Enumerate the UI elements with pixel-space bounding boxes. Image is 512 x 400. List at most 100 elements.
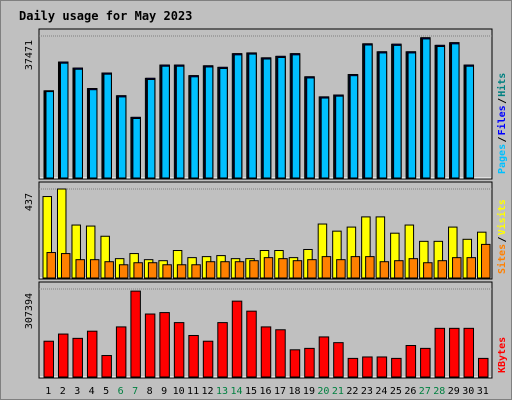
x-tick-label: 6 (118, 386, 124, 397)
x-tick-label: 26 (404, 386, 416, 397)
x-tick-label: 1 (45, 386, 51, 397)
bar-pages-day-1 (45, 91, 54, 179)
bar-sites-day-19 (307, 259, 317, 279)
bar-sites-day-13 (220, 261, 230, 279)
bar-sites-day-29 (452, 257, 462, 279)
bar-pages-day-11 (190, 76, 199, 179)
bar-kbytes-day-4 (86, 330, 98, 378)
bar-kbytes-day-22 (347, 357, 359, 378)
bar-pages-day-3 (74, 68, 83, 179)
bar-kbytes-day-17 (275, 329, 286, 378)
x-tick-label: 11 (187, 386, 199, 397)
bar-kbytes-day-1 (43, 340, 54, 378)
x-tick-label: 9 (161, 386, 167, 397)
bar-kbytes-day-13 (217, 322, 228, 378)
bar-sites-day-21 (336, 259, 346, 279)
bar-kbytes-day-12 (202, 340, 214, 378)
bar-kbytes-day-25 (391, 357, 402, 378)
x-tick-label: 17 (274, 386, 286, 397)
bar-sites-day-26 (408, 258, 419, 279)
legend-label: KBytes (497, 337, 508, 373)
x-tick-label: 2 (60, 386, 66, 397)
legend-label: / (497, 98, 508, 104)
bar-kbytes-day-18 (289, 349, 301, 378)
bar-pages-day-26 (407, 52, 417, 179)
legend-label: / (497, 136, 508, 142)
bar-kbytes-day-15 (246, 310, 257, 378)
bar-sites-day-16 (263, 257, 274, 279)
bar-kbytes-day-30 (463, 327, 475, 378)
x-tick-label: 12 (202, 386, 214, 397)
x-tick-label: 20 (317, 386, 329, 397)
legend-label: Hits (496, 73, 508, 97)
bar-sites-day-20 (321, 256, 332, 279)
bar-kbytes-day-27 (420, 347, 431, 378)
bar-pages-day-28 (436, 46, 446, 179)
bar-pages-day-7 (132, 118, 141, 179)
y-max-label: 437 (24, 193, 35, 211)
bar-kbytes-day-9 (159, 312, 170, 378)
x-tick-label: 7 (132, 386, 138, 397)
legend-label: Visits (496, 199, 508, 235)
bar-pages-day-18 (291, 54, 301, 179)
bar-sites-day-7 (133, 262, 143, 279)
legend-label: Pages (497, 144, 508, 174)
bar-sites-day-30 (466, 257, 477, 279)
x-tick-label: 22 (346, 386, 358, 397)
bar-kbytes-day-11 (188, 334, 199, 378)
bar-sites-day-31 (481, 243, 491, 279)
bar-pages-day-2 (59, 62, 69, 179)
bar-sites-day-3 (75, 259, 85, 279)
bar-kbytes-day-20 (318, 336, 330, 378)
bar-pages-day-20 (320, 97, 330, 179)
x-tick-label: 23 (361, 386, 373, 397)
bar-pages-day-13 (219, 67, 228, 179)
bar-sites-day-18 (292, 260, 303, 279)
legend-label: Sites (496, 244, 508, 274)
legend-label: / (497, 236, 508, 242)
bar-sites-day-23 (365, 256, 375, 279)
x-tick-label: 14 (231, 386, 243, 397)
y-max-label: 37471 (24, 40, 35, 70)
bar-pages-day-30 (465, 65, 475, 179)
bar-sites-day-17 (278, 258, 288, 279)
bar-kbytes-day-5 (101, 355, 112, 378)
bar-pages-day-15 (248, 53, 257, 179)
bar-sites-day-12 (205, 261, 216, 279)
bar-sites-day-2 (60, 253, 71, 279)
bar-sites-day-25 (394, 260, 404, 279)
bar-kbytes-day-28 (434, 327, 446, 378)
bar-sites-day-15 (249, 260, 259, 279)
bar-pages-day-24 (378, 52, 388, 179)
bar-pages-day-17 (277, 56, 286, 179)
bar-pages-day-19 (306, 77, 315, 179)
bar-kbytes-day-21 (333, 342, 344, 378)
bar-pages-day-4 (88, 89, 98, 179)
bar-sites-day-27 (423, 262, 433, 279)
x-tick-label: 31 (477, 386, 489, 397)
bar-sites-day-9 (162, 264, 172, 279)
x-tick-label: 18 (288, 386, 300, 397)
bar-kbytes-day-6 (115, 326, 127, 378)
bar-kbytes-day-26 (405, 345, 417, 378)
x-tick-label: 25 (390, 386, 402, 397)
x-tick-label: 28 (433, 386, 445, 397)
x-tick-label: 24 (375, 386, 387, 397)
x-tick-label: 16 (259, 386, 271, 397)
bar-kbytes-day-19 (304, 347, 315, 378)
bar-pages-day-6 (117, 96, 127, 179)
bar-sites-day-6 (118, 264, 129, 279)
x-tick-label: 10 (173, 386, 185, 397)
bar-pages-day-21 (335, 95, 344, 179)
x-tick-label: 5 (103, 386, 109, 397)
bar-pages-day-12 (204, 66, 214, 179)
bar-sites-day-4 (89, 259, 100, 279)
bar-sites-day-22 (350, 256, 361, 279)
bar-pages-day-23 (364, 44, 373, 179)
bar-pages-day-29 (451, 43, 460, 179)
bar-kbytes-day-10 (173, 322, 185, 378)
bar-sites-day-5 (104, 261, 114, 279)
x-tick-label: 21 (332, 386, 344, 397)
bar-sites-day-28 (437, 260, 448, 279)
